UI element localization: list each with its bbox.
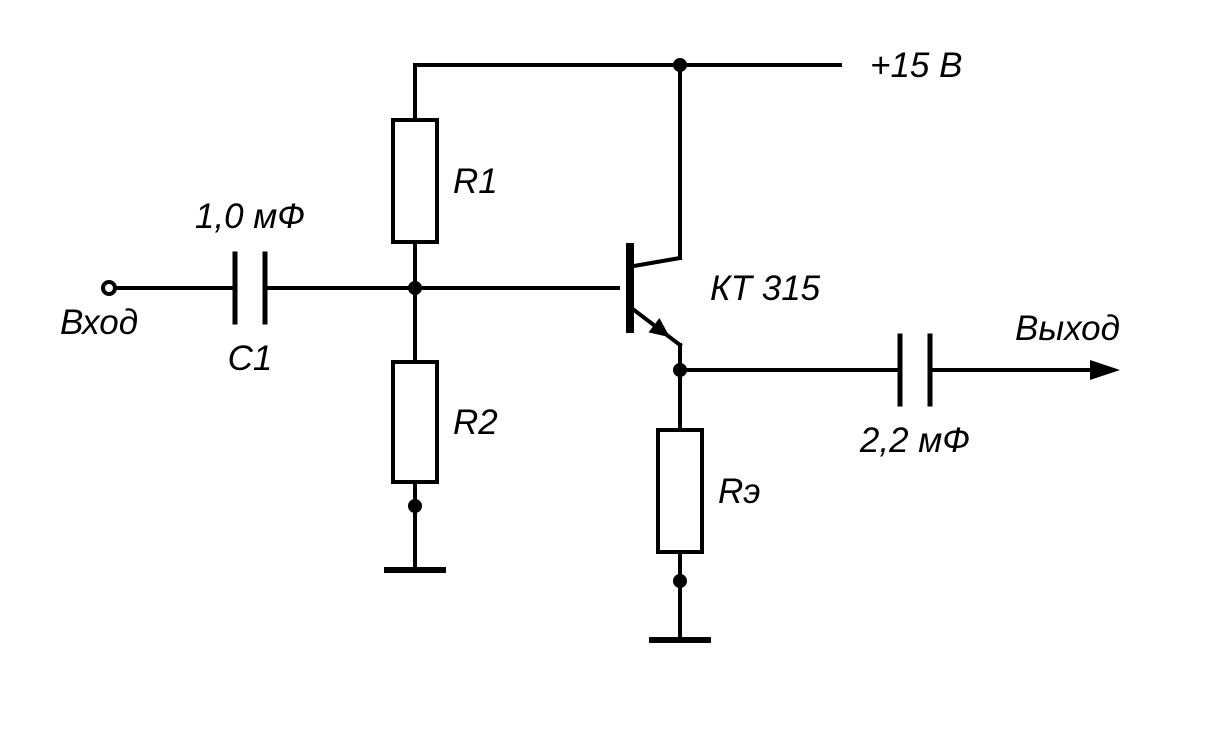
- output-arrow-icon: [1090, 360, 1120, 380]
- resistor-r2: [393, 362, 437, 482]
- output-label: Выход: [1015, 309, 1120, 348]
- c2-value-label: 2,2 мФ: [859, 421, 970, 460]
- resistor-r1: [393, 120, 437, 242]
- c1-value-label: 1,0 мФ: [195, 197, 305, 236]
- resistor-re: [658, 430, 702, 552]
- circuit-schematic: +15 В R1 R2 Вход 1,0 мФ C1 КТ 315 Rэ 2,2 мФ Выход: [0, 0, 1229, 736]
- r2-label: R2: [453, 403, 498, 442]
- supply-label: +15 В: [870, 46, 962, 85]
- c1-name-label: C1: [228, 339, 273, 378]
- transistor-bar: [626, 243, 634, 333]
- transistor-label: КТ 315: [710, 269, 821, 308]
- re-label: Rэ: [718, 472, 761, 511]
- input-label: Вход: [60, 303, 138, 342]
- npn-emitter-arrow-icon: [649, 318, 670, 337]
- r1-label: R1: [453, 162, 498, 201]
